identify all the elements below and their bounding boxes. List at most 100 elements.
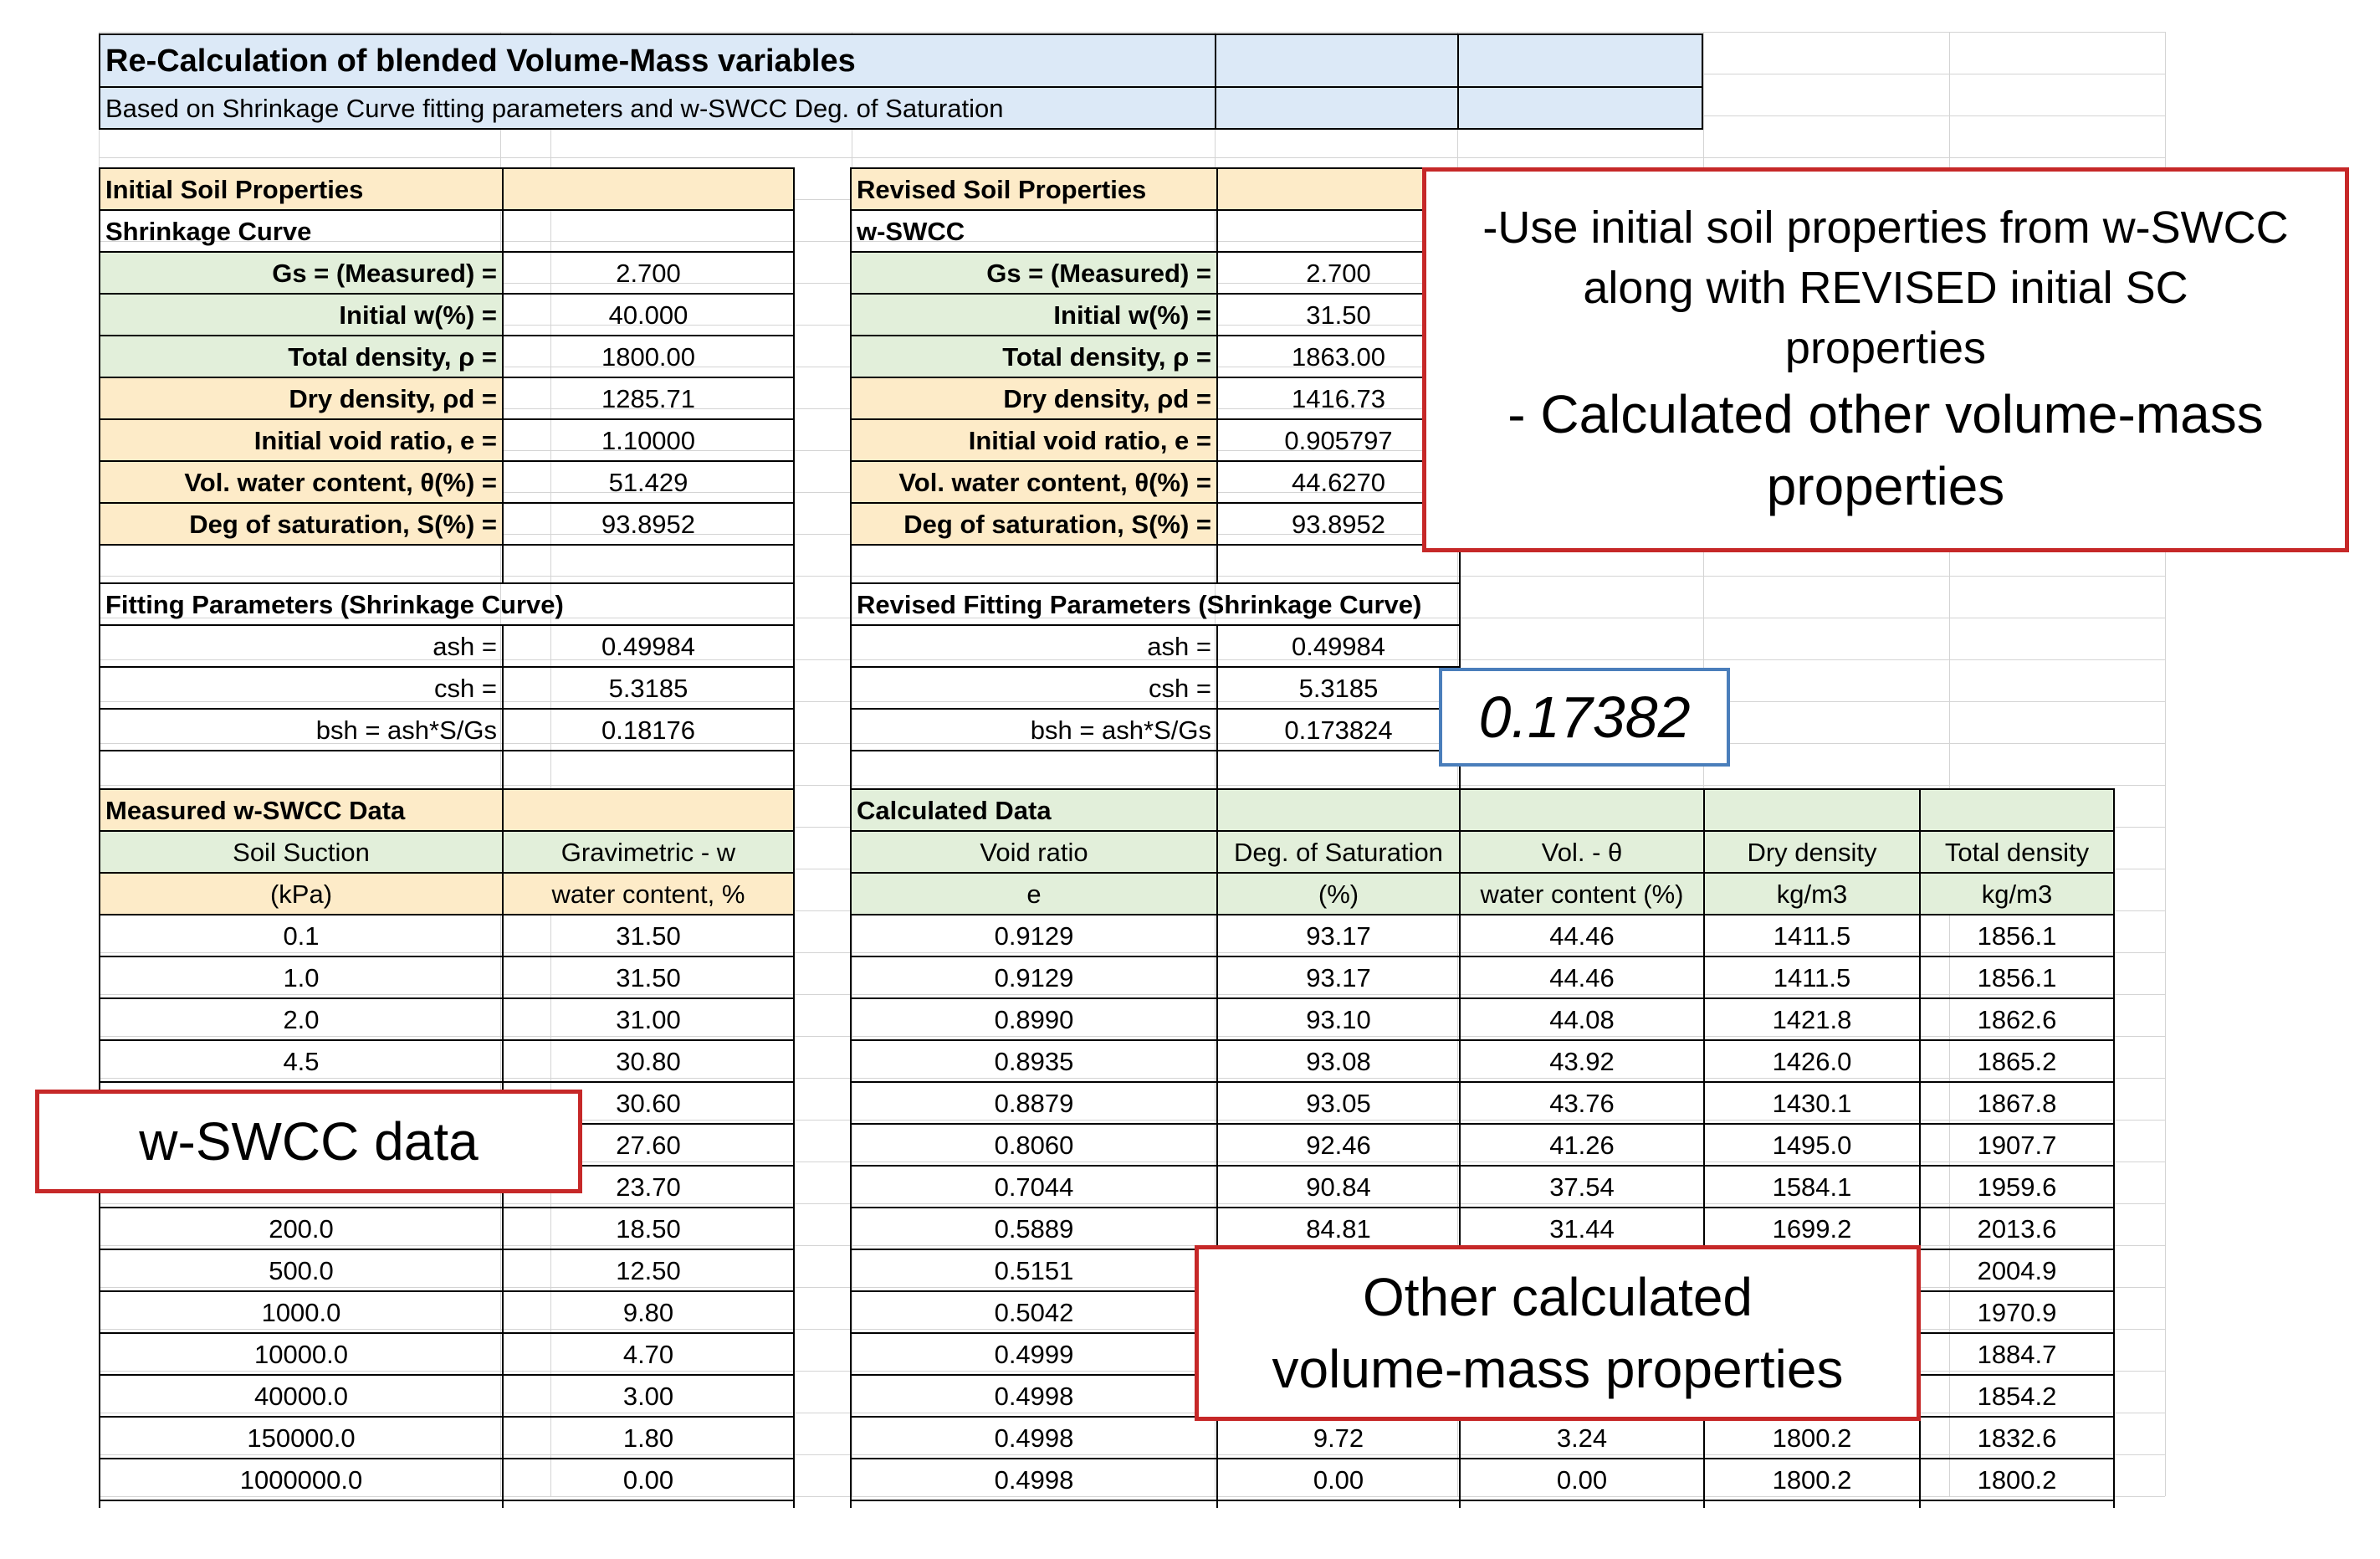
fit-value: 0.49984 [502,624,795,668]
callout-line: properties [1784,323,1987,373]
gridline [99,1203,2165,1204]
fit-value: 0.173824 [1216,708,1461,751]
fit-value: 0.18176 [502,708,795,751]
blank-cell [99,750,504,790]
blank-cell [850,544,1218,584]
column-header: Deg. of Saturation [1216,830,1461,874]
property-label: Gs = (Measured) = [850,251,1218,295]
calculated-cell: 1430.1 [1703,1081,1921,1125]
water-content-cell: 12.50 [502,1249,795,1292]
callout-line: -Use initial soil properties from w-SWCC [1482,203,2289,253]
blank-cell [99,1500,504,1508]
calculated-cell: 0.5042 [850,1290,1218,1334]
water-content-cell: 31.50 [502,914,795,957]
blank-cell [1216,750,1461,790]
gridline [99,952,2165,953]
title-blank-cell [1457,33,1703,88]
calculated-cell: 43.76 [1459,1081,1705,1125]
blank-cell [502,544,795,584]
property-value: 1285.71 [502,377,795,420]
gridline [550,32,551,1496]
calculated-cell: 1970.9 [1919,1290,2115,1334]
gridline [99,743,2165,744]
calculated-cell: 92.46 [1216,1123,1461,1167]
property-label: Deg of saturation, S(%) = [850,502,1218,546]
calculated-cell: 1426.0 [1703,1039,1921,1083]
property-label: Vol. water content, θ(%) = [850,460,1218,504]
calculated-cell: 0.4998 [850,1416,1218,1459]
calculated-cell: 31.44 [1459,1207,1705,1250]
blank-cell [1216,788,1461,832]
property-value: 93.8952 [502,502,795,546]
gridline [500,32,501,1496]
gridline [99,1454,2165,1455]
blank-cell [1919,788,2115,832]
section-header: Measured w-SWCC Data [99,788,504,832]
calculated-cell: 1884.7 [1919,1332,2115,1376]
blank-cell [502,750,795,790]
property-label: Gs = (Measured) = [99,251,504,295]
calculated-cell: 1411.5 [1703,914,1921,957]
fit-label: csh = [850,666,1218,710]
calculated-cell: 0.7044 [850,1165,1218,1208]
gridline [99,157,2165,158]
calculated-cell: 93.05 [1216,1081,1461,1125]
suction-cell: 150000.0 [99,1416,504,1459]
calculated-cell: 1421.8 [1703,997,1921,1041]
column-units: e [850,872,1218,915]
column-units: kg/m3 [1919,872,2115,915]
bsh-value-callout: 0.17382 [1439,668,1730,767]
property-label: Total density, ρ = [850,335,1218,378]
property-label: Vol. water content, θ(%) = [99,460,504,504]
calculated-cell: 0.8060 [850,1123,1218,1167]
gridline [2165,32,2166,1496]
calculated-cell: 0.9129 [850,956,1218,999]
calculated-cell: 1800.2 [1919,1458,2115,1501]
blank-cell [502,1500,795,1508]
suction-cell: 40000.0 [99,1374,504,1418]
calculated-cell: 44.46 [1459,956,1705,999]
property-label: Dry density, ρd = [99,377,504,420]
gridline [1215,32,1216,1496]
calculated-cell: 1411.5 [1703,956,1921,999]
suction-cell: 10000.0 [99,1332,504,1376]
fit-label: bsh = ash*S/Gs [99,708,504,751]
fit-label: ash = [850,624,1218,668]
revised-properties-callout: -Use initial soil properties from w-SWCC… [1422,167,2349,552]
column-units: water content (%) [1459,872,1705,915]
column-header: Gravimetric - w [502,830,795,874]
sheet-title: Re-Calculation of blended Volume-Mass va… [99,33,1216,88]
section-header: Calculated Data [850,788,1218,832]
calculated-cell: 1867.8 [1919,1081,2115,1125]
column-header: Total density [1919,830,2115,874]
calculated-cell: 37.54 [1459,1165,1705,1208]
water-content-cell: 0.00 [502,1458,795,1501]
blank-cell [1919,1500,2115,1508]
property-value: 51.429 [502,460,795,504]
gridline [99,576,2165,577]
column-units: water content, % [502,872,795,915]
calculated-cell: 1495.0 [1703,1123,1921,1167]
water-content-cell: 18.50 [502,1207,795,1250]
calculated-cell: 0.8879 [850,1081,1218,1125]
suction-cell: 1000.0 [99,1290,504,1334]
calculated-cell: 0.8990 [850,997,1218,1041]
calculated-cell: 1959.6 [1919,1165,2115,1208]
blank-cell [850,750,1218,790]
calculated-cell: 0.5151 [850,1249,1218,1292]
property-label: Initial w(%) = [850,293,1218,336]
gridline [1949,32,1950,1496]
property-label: Initial void ratio, e = [850,418,1218,462]
calculated-cell: 93.10 [1216,997,1461,1041]
calculated-cell: 0.4998 [850,1374,1218,1418]
calculated-cell: 9.72 [1216,1416,1461,1459]
fit-label: csh = [99,666,504,710]
gridline [99,1329,2165,1330]
water-content-cell: 1.80 [502,1416,795,1459]
suction-cell: 500.0 [99,1249,504,1292]
property-label: Dry density, ρd = [850,377,1218,420]
section-subheader: w-SWCC [850,209,1218,253]
blank-cell [1459,1500,1705,1508]
calculated-cell: 1584.1 [1703,1165,1921,1208]
gridline [99,659,2165,660]
